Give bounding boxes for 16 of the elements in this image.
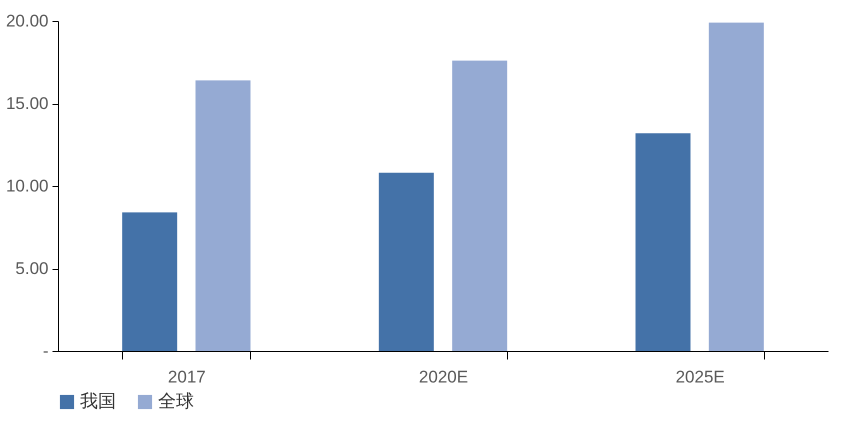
y-tick-label: 15.00 (6, 94, 48, 113)
x-tick-label: 2020E (418, 368, 468, 386)
legend-label: 我国 (80, 391, 116, 411)
bar (708, 22, 764, 351)
legend-label: 全球 (158, 391, 194, 411)
y-tick-label: 20.00 (6, 12, 48, 30)
x-tick-label: 2025E (676, 368, 725, 386)
bar (452, 60, 508, 351)
bar (378, 172, 434, 351)
y-tick-label: - (42, 342, 48, 360)
y-tick-label: 5.00 (15, 259, 48, 278)
bar (196, 80, 250, 351)
x-tick-label: 2017 (168, 368, 206, 386)
bar (122, 212, 178, 351)
y-tick-label: 10.00 (6, 176, 48, 196)
bar (636, 133, 690, 351)
